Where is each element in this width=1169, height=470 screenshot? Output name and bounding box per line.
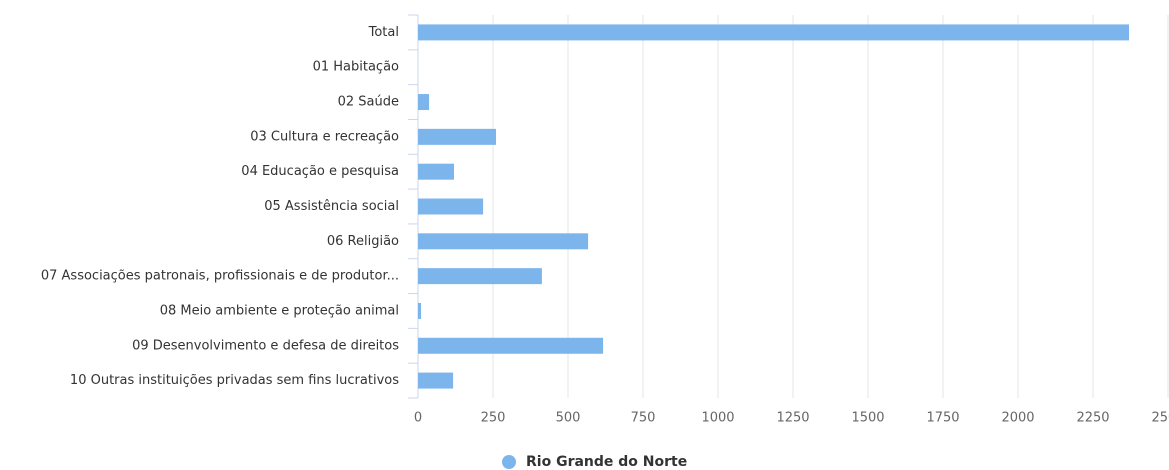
y-tick-label: 09 Desenvolvimento e defesa de direitos [132,338,399,353]
y-tick-label: 02 Saúde [338,95,399,110]
bar [418,198,484,215]
y-tick-label: 04 Educação e pesquisa [241,164,399,179]
y-tick-label: 07 Associações patronais, profissionais … [41,269,399,284]
x-tick-label: 2500 [1151,411,1169,426]
legend-label: Rio Grande do Norte [526,454,687,470]
x-tick-label: 500 [556,411,581,426]
x-tick-label: 0 [414,411,422,426]
bar [418,268,542,285]
y-tick-label: 03 Cultura e recreação [250,129,399,144]
x-tick-label: 1000 [701,411,734,426]
x-tick-label: 2000 [1001,411,1034,426]
bar [418,233,589,250]
x-tick-label: 2250 [1076,411,1109,426]
y-tick-label: 06 Religião [327,234,399,249]
x-tick-label: 1750 [926,411,959,426]
x-tick-label: 1500 [851,411,884,426]
bar [418,337,604,354]
legend-marker [502,455,516,469]
y-tick-label: 10 Outras instituições privadas sem fins… [70,373,399,388]
y-tick-label: 05 Assistência social [264,199,399,214]
bar [418,24,1129,41]
bar [418,302,421,319]
bar [418,372,454,389]
x-tick-label: 750 [631,411,656,426]
x-tick-label: 1250 [776,411,809,426]
y-tick-label: 08 Meio ambiente e proteção animal [160,303,399,318]
y-tick-label: Total [368,25,399,40]
bar [418,94,430,111]
bar [418,163,454,180]
y-tick-label: 01 Habitação [313,60,399,75]
bar [418,128,496,145]
x-tick-label: 250 [481,411,506,426]
